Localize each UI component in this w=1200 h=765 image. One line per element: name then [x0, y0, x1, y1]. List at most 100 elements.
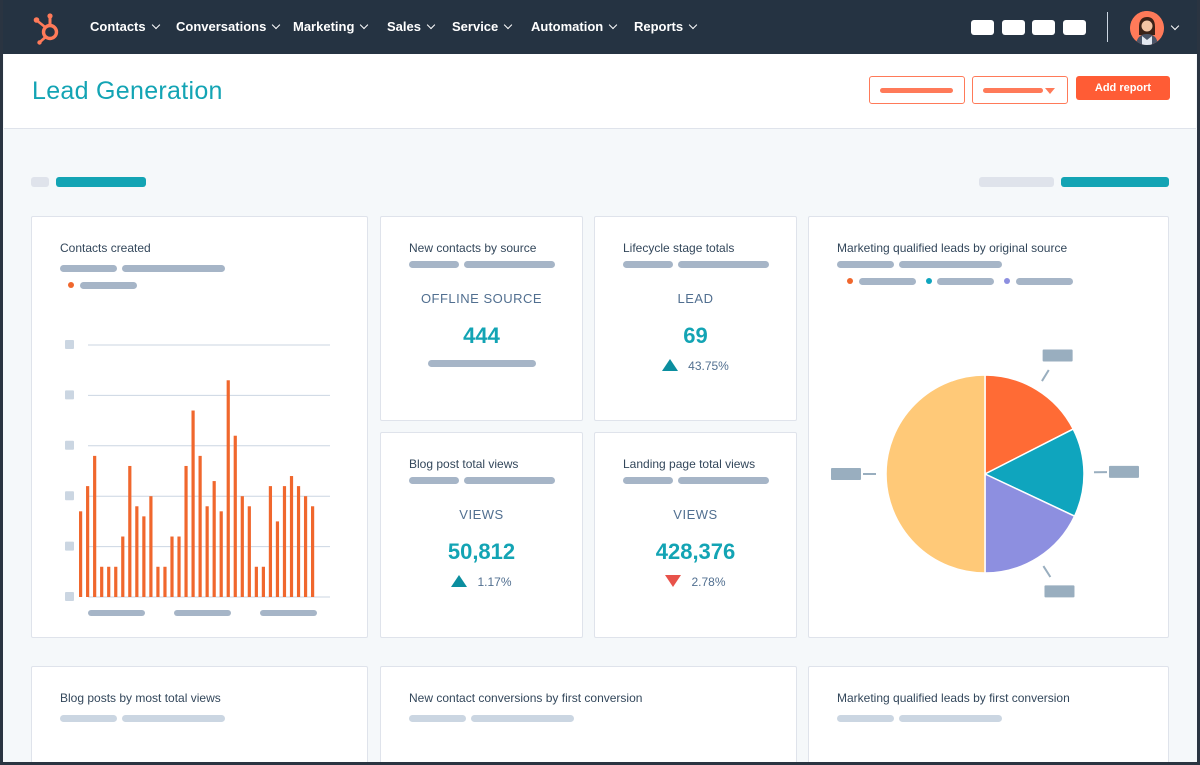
card-subtitle-placeholder — [623, 261, 673, 268]
legend-label-placeholder — [937, 278, 994, 285]
nav-item-service[interactable]: Service — [452, 19, 513, 34]
kpi-label: VIEWS — [459, 507, 504, 522]
bar — [114, 566, 118, 597]
bar — [282, 486, 287, 597]
button-label-placeholder — [880, 88, 953, 93]
nav-item-marketing[interactable]: Marketing — [293, 19, 369, 34]
bar — [86, 486, 90, 597]
header-dropdown-button[interactable] — [972, 76, 1068, 104]
header-action-button[interactable] — [869, 76, 965, 104]
nav-item-reports[interactable]: Reports — [634, 19, 698, 34]
card-new-contacts-by-source[interactable]: New contacts by source OFFLINE SOURCE 44… — [380, 216, 583, 421]
trend-up-icon — [662, 359, 679, 371]
bar — [233, 435, 237, 597]
card-subtitle-placeholder — [678, 261, 769, 268]
chevron-down-icon — [504, 20, 513, 30]
pie-leader-line — [1042, 565, 1052, 578]
user-avatar-icon — [1130, 11, 1164, 45]
nav-label: Sales — [387, 19, 421, 34]
bar — [107, 566, 111, 597]
bar — [219, 511, 223, 597]
card-blog-post-total-views[interactable]: Blog post total views VIEWS 50,812 1.17% — [380, 432, 583, 638]
card-subtitle-placeholder — [899, 715, 1002, 722]
nav-label: Service — [452, 19, 499, 34]
kpi-label: VIEWS — [673, 507, 718, 522]
kpi-change: 43.75% — [595, 359, 796, 373]
nav-item-sales[interactable]: Sales — [387, 19, 436, 34]
filter-chip-active[interactable] — [56, 177, 146, 187]
card-mql-by-original-source[interactable]: Marketing qualified leads by original so… — [808, 216, 1169, 638]
kpi-change-value: 1.17% — [477, 575, 512, 589]
card-title: Blog post total views — [409, 457, 519, 471]
nav-label: Marketing — [293, 19, 355, 34]
bar — [142, 516, 146, 597]
kpi-change-value: 43.75% — [688, 359, 729, 373]
kpi-change-value: 2.78% — [691, 575, 726, 589]
card-subtitle-placeholder — [409, 477, 459, 484]
kpi-value: 50,812 — [447, 539, 516, 564]
card-subtitle-placeholder — [837, 715, 894, 722]
y-tick-label-placeholder — [65, 340, 74, 349]
button-label-placeholder — [983, 88, 1043, 93]
bar — [184, 465, 188, 597]
trend-down-icon — [665, 575, 682, 587]
date-range-filter[interactable] — [979, 177, 1054, 187]
legend-dot — [68, 282, 74, 288]
pie-slice — [984, 472, 1076, 574]
card-mql-by-first-conversion[interactable]: Marketing qualified leads by first conve… — [808, 666, 1169, 765]
hubspot-logo-icon[interactable] — [30, 10, 66, 46]
kpi-change: 1.17% — [381, 575, 582, 589]
legend-dot — [926, 278, 932, 284]
card-title: Blog posts by most total views — [60, 691, 221, 705]
top-navigation: Contacts Conversations Marketing Sales S… — [0, 0, 1200, 54]
chevron-down-icon — [360, 20, 369, 30]
card-subtitle-placeholder — [409, 261, 459, 268]
chevron-down-icon — [608, 20, 618, 30]
pie-label-placeholder — [1042, 349, 1073, 362]
legend-label-placeholder — [80, 282, 137, 289]
bar — [311, 506, 315, 597]
card-new-contact-conversions[interactable]: New contact conversions by first convers… — [380, 666, 797, 765]
nav-utility-button[interactable] — [1032, 20, 1055, 35]
y-tick-label-placeholder — [65, 541, 74, 551]
bar — [247, 506, 251, 597]
chevron-down-icon[interactable] — [1170, 21, 1180, 31]
dashboard-filter-active[interactable] — [1061, 177, 1169, 187]
bar — [261, 566, 265, 597]
x-tick-label-placeholder — [260, 610, 317, 616]
card-contacts-created[interactable]: Contacts created — [31, 216, 368, 638]
bar — [205, 506, 209, 597]
card-landing-page-total-views[interactable]: Landing page total views VIEWS 428,376 2… — [594, 432, 797, 638]
nav-item-automation[interactable]: Automation — [531, 19, 618, 34]
pie-label-placeholder — [831, 468, 861, 480]
nav-label: Automation — [531, 19, 604, 34]
nav-utility-button[interactable] — [1063, 20, 1086, 35]
add-report-button[interactable]: Add report — [1076, 76, 1170, 100]
bar — [275, 521, 280, 597]
card-blog-posts-by-most-views[interactable]: Blog posts by most total views — [31, 666, 368, 765]
chevron-down-icon — [426, 20, 436, 30]
filter-chip[interactable] — [31, 177, 49, 187]
nav-utility-button[interactable] — [1002, 20, 1025, 35]
y-tick-label-placeholder — [65, 491, 74, 501]
bar — [177, 536, 181, 597]
bar — [296, 486, 301, 597]
card-subtitle-placeholder — [409, 715, 466, 722]
card-title: Contacts created — [60, 241, 151, 255]
bar — [226, 380, 230, 597]
card-title: Landing page total views — [623, 457, 756, 471]
legend-dot — [847, 278, 853, 284]
kpi-value: 444 — [463, 323, 500, 348]
kpi-value: 69 — [683, 323, 708, 348]
nav-divider — [1107, 12, 1108, 42]
nav-utility-button[interactable] — [971, 20, 994, 35]
x-tick-label-placeholder — [174, 610, 231, 616]
bar — [79, 511, 83, 597]
mql-pie-chart — [831, 349, 1139, 598]
card-subtitle-placeholder — [899, 261, 1002, 268]
avatar[interactable] — [1130, 11, 1164, 45]
nav-item-contacts[interactable]: Contacts — [90, 19, 160, 34]
card-subtitle-placeholder — [464, 261, 555, 268]
nav-item-conversations[interactable]: Conversations — [176, 19, 281, 34]
card-lifecycle-stage-totals[interactable]: Lifecycle stage totals LEAD 69 43.75% — [594, 216, 797, 421]
